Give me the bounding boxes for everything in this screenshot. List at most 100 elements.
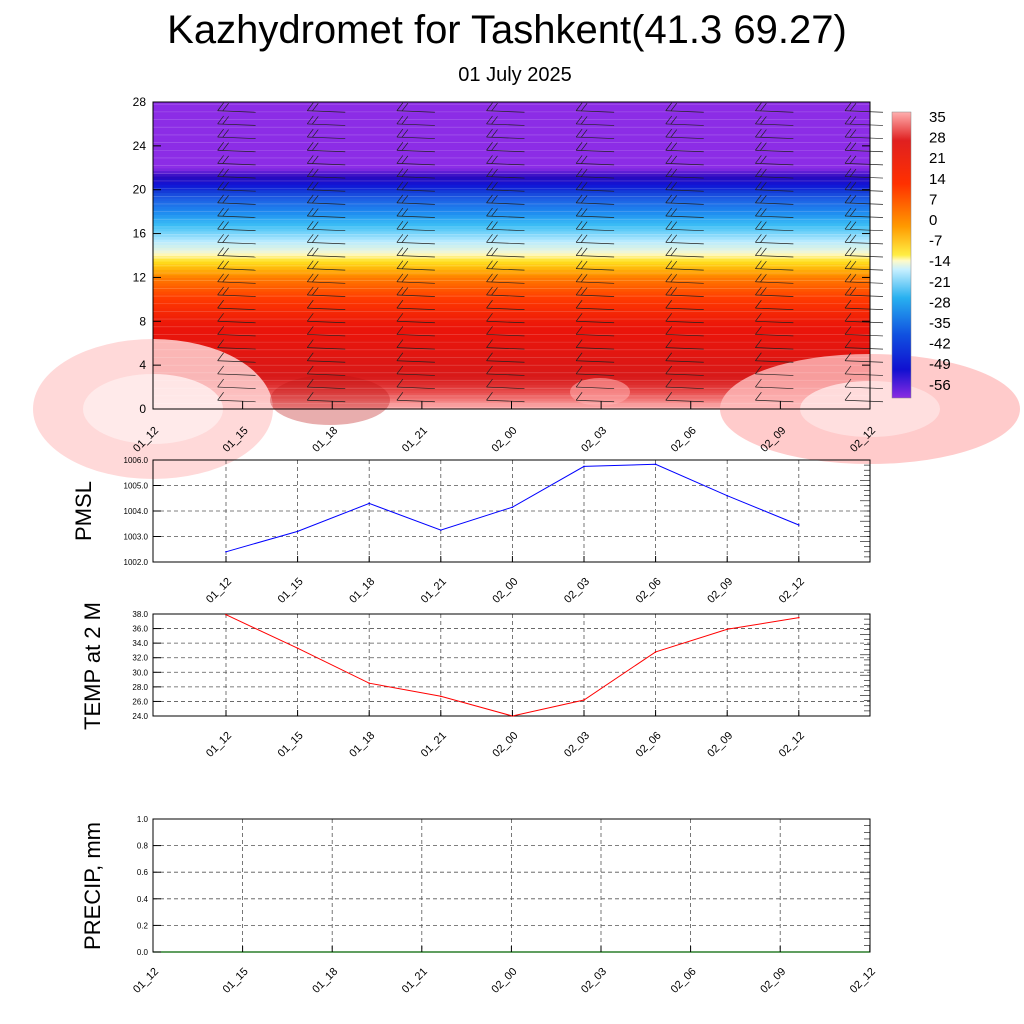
wind-barb xyxy=(306,260,346,271)
wind-barb xyxy=(755,392,794,403)
y-tick-label: 1002.0 xyxy=(124,558,149,567)
wind-barb xyxy=(396,142,435,153)
wind-barb xyxy=(575,207,615,218)
x-tick-label: 01_18 xyxy=(347,576,377,606)
chart-title: Kazhydromet for Tashkent(41.3 69.27) xyxy=(167,8,847,52)
x-tick-label: 02_06 xyxy=(669,966,699,996)
wind-barb xyxy=(844,247,884,258)
wind-barb xyxy=(306,247,346,258)
colorbar-label: -28 xyxy=(929,294,951,311)
wind-barb xyxy=(575,378,615,389)
wind-barb xyxy=(306,365,346,376)
data-point xyxy=(654,651,657,653)
profile-band xyxy=(153,170,870,174)
wind-barb xyxy=(217,247,256,258)
profile-band xyxy=(153,178,870,183)
wind-barb xyxy=(217,102,256,113)
wind-barb xyxy=(486,155,525,166)
profile-band xyxy=(153,345,870,350)
x-tick-label: 01_18 xyxy=(310,425,340,455)
colorbar-label: 7 xyxy=(929,191,937,208)
wind-barb xyxy=(396,115,435,126)
precip-grid xyxy=(153,819,870,952)
x-tick-label: 02_00 xyxy=(490,576,520,606)
wind-barb xyxy=(217,115,256,126)
wind-barb xyxy=(665,260,704,271)
wind-barb xyxy=(486,339,525,350)
wind-barb xyxy=(486,207,525,218)
profile-band xyxy=(153,159,870,163)
profile-band xyxy=(153,271,870,276)
x-tick-label: 01_21 xyxy=(400,425,430,455)
temp-minor-ticks xyxy=(860,613,870,717)
colorbar-gradient xyxy=(891,111,912,399)
profile-band xyxy=(153,118,870,122)
wind-barb xyxy=(665,234,704,245)
wind-barb xyxy=(844,286,884,297)
profile-band xyxy=(153,211,870,215)
data-point xyxy=(798,616,800,619)
wind-barb xyxy=(755,273,794,284)
profile-y-axis: 0 4 8 12 16 20 24 28 xyxy=(133,95,870,416)
wind-barb xyxy=(217,378,256,389)
x-tick-label: 02_03 xyxy=(562,730,592,760)
colorbar-label: 28 xyxy=(929,130,946,147)
y-tick-label: 28 xyxy=(133,95,147,109)
profile-band xyxy=(153,123,870,128)
data-point xyxy=(726,628,728,631)
wind-barb xyxy=(844,181,884,192)
wind-barb xyxy=(665,207,704,218)
colorbar-label: -35 xyxy=(929,315,951,332)
x-tick-label: 02_12 xyxy=(777,730,807,760)
profile-band xyxy=(153,228,870,232)
wind-barb xyxy=(306,273,346,284)
wind-barb xyxy=(217,194,256,205)
wind-barb xyxy=(755,220,794,232)
profile-warm-core xyxy=(570,378,630,406)
wind-barb xyxy=(755,247,794,258)
profile-band xyxy=(153,244,870,248)
wind-barb xyxy=(665,247,704,258)
profile-band xyxy=(153,365,870,369)
x-tick-label: 01_18 xyxy=(310,966,340,996)
wind-barb xyxy=(575,128,615,139)
wind-barb xyxy=(486,326,525,337)
wind-barb xyxy=(306,392,346,403)
pmsl-axis-label: PMSL xyxy=(71,481,96,541)
profile-band xyxy=(153,208,870,213)
wind-barb xyxy=(306,194,346,205)
wind-barb xyxy=(665,299,704,310)
colorbar-label: -56 xyxy=(929,377,951,394)
y-tick-label: 12 xyxy=(133,270,147,284)
wind-barb xyxy=(217,339,256,350)
x-tick-label: 01_12 xyxy=(204,730,234,760)
wind-barb xyxy=(486,194,525,205)
wind-barb xyxy=(486,181,525,192)
data-point xyxy=(798,524,800,526)
profile-band xyxy=(153,107,870,111)
x-tick-label: 02_00 xyxy=(490,425,520,455)
data-point xyxy=(225,613,227,616)
pmsl-grid xyxy=(153,460,870,562)
profile-band xyxy=(153,340,870,344)
wind-barb xyxy=(755,313,794,324)
colorbar-label: -7 xyxy=(929,233,942,250)
wind-barb xyxy=(844,392,884,403)
profile-band xyxy=(153,329,870,333)
wind-barb xyxy=(755,378,794,389)
x-tick-label: 02_03 xyxy=(579,966,609,996)
x-tick-label: 02_03 xyxy=(579,425,609,455)
profile-band xyxy=(153,288,870,292)
wind-barb xyxy=(575,247,615,258)
profile-band xyxy=(153,143,870,147)
profile-band xyxy=(153,299,870,303)
profile-band xyxy=(153,104,870,109)
wind-barb xyxy=(575,326,615,337)
y-tick-label: 4 xyxy=(139,358,146,372)
wind-barb xyxy=(396,155,435,166)
wind-barb xyxy=(755,299,794,310)
y-tick-label: 0.2 xyxy=(137,921,149,930)
wind-barb xyxy=(755,155,794,166)
profile-band xyxy=(153,387,870,391)
